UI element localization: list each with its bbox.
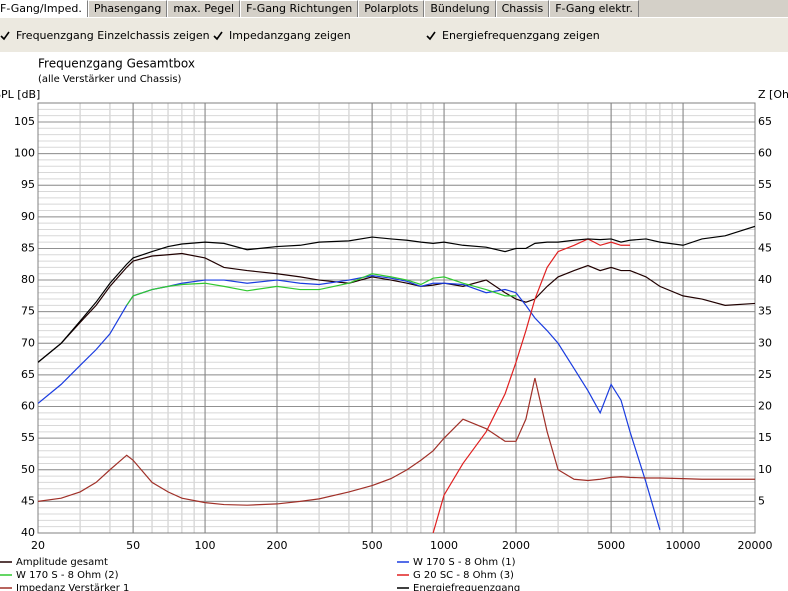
series-line [38,225,755,363]
chart-subtitle: (alle Verstärker und Chassis) [38,74,182,85]
y-tick-label: 70 [21,336,35,349]
series-line [38,252,755,363]
x-tick-label: 10000 [666,539,701,552]
y2-tick-label: 50 [758,210,772,223]
y-tick-label: 55 [21,431,35,444]
tab[interactable]: Polarplots [358,0,425,17]
tab[interactable]: F-Gang Richtungen [240,0,359,17]
series-line [38,377,755,506]
x-tick-label: 20 [31,539,45,552]
legend-label: W 170 S - 8 Ohm (1) [413,557,516,568]
x-tick-label: 50 [126,539,140,552]
tab[interactable]: Chassis [495,0,550,17]
y2-tick-label: 30 [758,336,772,349]
tab[interactable]: Phasengang [87,0,168,17]
check-mark [426,31,436,40]
y2-tick-label: 35 [758,305,772,318]
y2-tick-label: 15 [758,431,772,444]
series-line [432,238,631,533]
y2-tick-label: 55 [758,178,772,191]
y2-tick-label: 40 [758,273,772,286]
checkbox-label: Energiefrequenzgang zeigen [442,29,600,42]
y2-axis-label: Z [Ohm] [758,88,788,101]
chart-title: Frequenzgang Gesamtbox [38,57,195,71]
y2-tick-label: 45 [758,241,772,254]
legend-label: Amplitude gesamt [16,557,108,568]
options-row: Frequenzgang Einzelchassis zeigen Impeda… [0,18,788,52]
y2-tick-label: 5 [758,494,765,507]
x-tick-label: 100 [195,539,216,552]
y-tick-label: 80 [21,273,35,286]
x-tick-label: 200 [267,539,288,552]
check-mark [0,31,10,40]
y-tick-label: 95 [21,178,35,191]
tab[interactable]: max. Pegel [167,0,241,17]
legend-label: G 20 SC - 8 Ohm (3) [413,570,514,581]
y2-tick-label: 60 [758,147,772,160]
plot-frame [37,102,756,534]
y-tick-label: 105 [14,115,35,128]
y-tick-label: 60 [21,400,35,413]
chart: Frequenzgang Gesamtbox (alle Verstärker … [0,57,788,591]
y-tick-label: 90 [21,210,35,223]
y-tick-label: 65 [21,368,35,381]
y-tick-label: 40 [21,526,35,539]
checkbox-label: Impedanzgang zeigen [229,29,351,42]
checkbox[interactable]: Energiefrequenzgang zeigen [426,29,600,42]
y-tick-label: 100 [14,147,35,160]
check-mark [213,31,223,40]
y2-tick-label: 25 [758,368,772,381]
checkbox[interactable]: Frequenzgang Einzelchassis zeigen [0,29,210,42]
y2-tick-label: 65 [758,115,772,128]
tab-bar: F-Gang/Imped. Phasengang max. Pegel F-Ga… [0,0,788,18]
checkbox[interactable]: Impedanzgang zeigen [213,29,351,42]
series-line [126,273,516,306]
y2-tick-label: 10 [758,463,772,476]
legend-label: Energiefrequenzgang [413,583,520,591]
plot-area [37,102,756,534]
x-tick-label: 5000 [597,539,625,552]
tab[interactable]: F-Gang/Imped. [0,0,88,17]
tab[interactable]: F-Gang elektr. [549,0,639,17]
series-group [38,225,755,533]
legend-label: Impedanz Verstärker 1 [16,583,129,591]
y-axis-label: SPL [dB] [0,88,40,101]
y-tick-label: 75 [21,305,35,318]
y2-tick-label: 20 [758,400,772,413]
y-tick-label: 50 [21,463,35,476]
y-tick-label: 45 [21,494,35,507]
tab[interactable]: Bündelung [424,0,496,17]
x-tick-label: 20000 [738,539,773,552]
x-tick-label: 2000 [502,539,530,552]
checkbox-label: Frequenzgang Einzelchassis zeigen [16,29,210,42]
x-tick-label: 500 [362,539,383,552]
legend-label: W 170 S - 8 Ohm (2) [16,570,119,581]
y-tick-label: 85 [21,241,35,254]
x-tick-label: 1000 [430,539,458,552]
